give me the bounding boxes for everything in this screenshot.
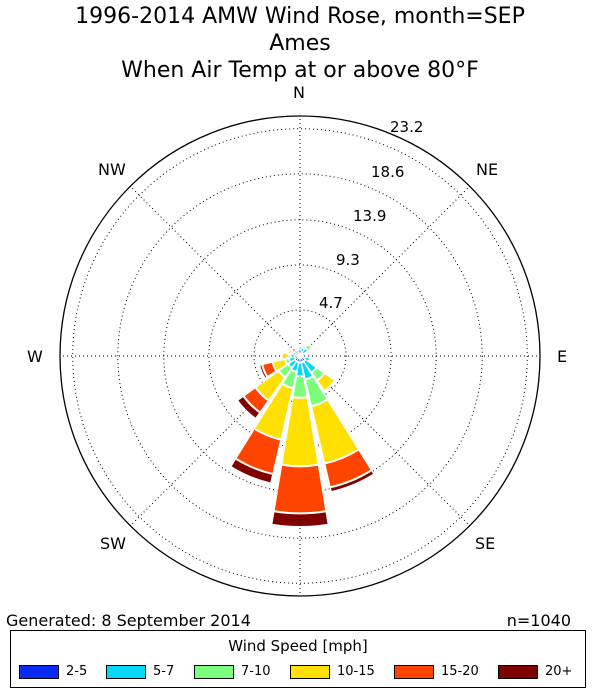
chart-subtitle-station: Ames — [269, 31, 331, 56]
generated-date: Generated: 8 September 2014 — [6, 611, 251, 630]
wedge-ne-5-7 — [301, 348, 308, 355]
wedge-sse-10-15 — [311, 399, 359, 464]
wedge-ssw-15-20 — [235, 428, 281, 474]
wedge-s-15-20 — [273, 464, 327, 514]
legend: Wind Speed [mph] 2-5 5-7 7-10 10-15 15-2… — [10, 630, 586, 688]
legend-label: 15-20 — [441, 664, 479, 679]
wedge-wsw-20plus — [259, 364, 268, 379]
grid-ring — [117, 173, 483, 539]
legend-title: Wind Speed [mph] — [228, 637, 368, 655]
wedge-se-10-15 — [317, 373, 335, 391]
grid-ring — [208, 264, 392, 448]
wedge-sw-7-10 — [278, 364, 292, 378]
compass-label-w: W — [27, 347, 43, 366]
compass-label-sw: SW — [100, 534, 126, 553]
legend-swatch — [290, 665, 330, 679]
chart-subtitle-condition: When Air Temp at or above 80°F — [121, 58, 479, 83]
wedge-ne-7-10 — [305, 344, 312, 351]
wedge-sw-10-15 — [255, 370, 286, 401]
wedge-wnw-5-7 — [292, 351, 297, 356]
compass-label-ne: NE — [476, 160, 498, 179]
chart-title: 1996-2014 AMW Wind Rose, month=SEP — [75, 4, 525, 29]
wedge-w-10-15 — [281, 352, 288, 360]
wedge-w-5-7 — [290, 354, 295, 358]
grid-ring — [163, 219, 437, 493]
legend-label: 7-10 — [241, 664, 271, 679]
wedge-sse-5-7 — [301, 361, 313, 380]
grid-ring — [72, 128, 528, 584]
wedge-se-7-10 — [311, 367, 325, 381]
wedge-wnw-7-10 — [290, 350, 294, 355]
wedge-nw-5-7 — [293, 349, 298, 354]
wedge-nnw-5-7 — [296, 349, 300, 354]
wedge-sse-7-10 — [305, 376, 328, 407]
radial-tick-label: 9.3 — [336, 251, 360, 269]
compass-label-se: SE — [475, 534, 495, 553]
legend-swatch — [498, 665, 538, 679]
legend-label: 20+ — [545, 664, 573, 679]
wedge-wnw-15-20 — [286, 348, 290, 354]
wedge-ssw-20plus — [230, 458, 273, 484]
radial-tick-label: 4.7 — [319, 294, 343, 312]
wedge-wsw-10-15 — [272, 359, 288, 372]
wedge-ssw-7-10 — [282, 369, 297, 388]
radial-tick-label: 23.2 — [390, 118, 423, 136]
wedge-s-10-15 — [281, 397, 319, 467]
wedge-s-20plus — [271, 511, 329, 527]
legend-swatch — [19, 665, 59, 679]
plot-boundary — [59, 115, 541, 597]
wedge-wsw-7-10 — [285, 358, 291, 365]
wedge-sw-15-20 — [243, 387, 269, 413]
compass-label-n: N — [293, 83, 305, 102]
legend-swatch — [106, 665, 146, 679]
legend-swatch — [394, 665, 434, 679]
observation-count: n=1040 — [506, 611, 571, 630]
wedge-wsw-5-7 — [289, 356, 296, 363]
legend-label: 5-7 — [153, 664, 175, 679]
legend-label: 2-5 — [66, 664, 88, 679]
wedge-wnw-10-15 — [288, 349, 293, 355]
wedge-wsw-15-20 — [262, 362, 277, 377]
wedge-sse-15-20 — [324, 449, 372, 488]
wedge-sw-20plus — [237, 396, 260, 419]
legend-label: 10-15 — [337, 664, 375, 679]
wedge-ese-7-10 — [308, 358, 312, 363]
wedge-ne-10-15 — [308, 342, 314, 348]
compass-label-nw: NW — [98, 160, 126, 179]
wedge-w-7-10 — [287, 353, 291, 359]
legend-swatch — [194, 665, 234, 679]
wind-rose-plot: 4.79.313.918.623.2NNEESESSWWNW — [27, 83, 567, 597]
wedge-ssw-5-7 — [291, 361, 299, 372]
wedge-ssw-10-15 — [254, 383, 293, 440]
wedge-ene-5-7 — [302, 352, 306, 356]
wedge-ese-10-15 — [310, 358, 314, 364]
wedge-n-5-7 — [298, 346, 302, 350]
wedge-ese-5-7 — [303, 356, 310, 362]
wedge-s-7-10 — [292, 376, 308, 398]
wedge-sw-5-7 — [288, 359, 297, 368]
wedge-se-5-7 — [303, 359, 317, 373]
radial-tick-label: 13.9 — [353, 207, 386, 225]
wedge-sse-20plus — [330, 470, 375, 492]
wedge-nne-5-7 — [300, 347, 305, 353]
grid-spoke — [129, 185, 301, 357]
compass-label-e: E — [557, 347, 567, 366]
radial-tick-label: 18.6 — [371, 163, 404, 181]
wedge-nnw-2-5 — [297, 352, 301, 357]
wedge-s-5-7 — [296, 362, 304, 376]
